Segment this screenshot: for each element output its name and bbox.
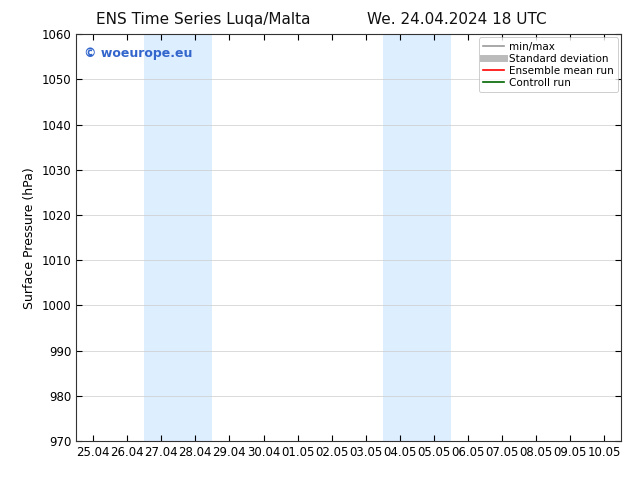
Bar: [144, 34, 212, 441]
Text: © woeurope.eu: © woeurope.eu: [84, 47, 193, 59]
Bar: [383, 34, 451, 441]
Text: ENS Time Series Luqa/Malta: ENS Time Series Luqa/Malta: [96, 12, 310, 27]
Y-axis label: Surface Pressure (hPa): Surface Pressure (hPa): [23, 167, 36, 309]
Text: We. 24.04.2024 18 UTC: We. 24.04.2024 18 UTC: [366, 12, 547, 27]
Legend: min/max, Standard deviation, Ensemble mean run, Controll run: min/max, Standard deviation, Ensemble me…: [479, 37, 618, 92]
